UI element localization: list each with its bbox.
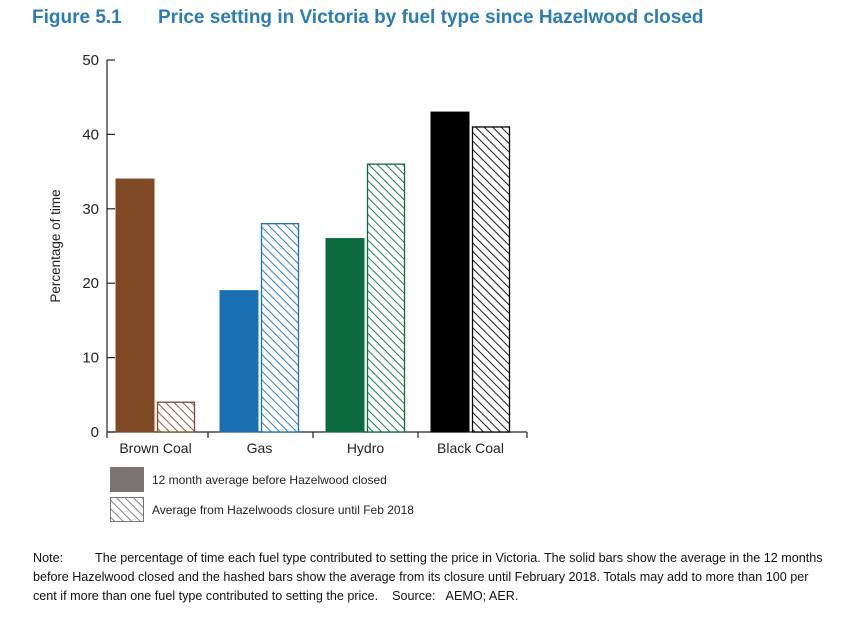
y-tick-label: 30 (82, 201, 99, 218)
y-tick-label: 0 (91, 424, 99, 441)
source-text: AEMO; AER. (445, 589, 519, 603)
bar-hydro-hatched (366, 163, 406, 433)
y-tick-label: 50 (82, 52, 99, 69)
legend-swatch-hatched (110, 497, 144, 522)
y-tick-label: 40 (82, 126, 99, 143)
figure-title-text: Price setting in Victoria by fuel type s… (158, 7, 704, 28)
figure-note: Note: The percentage of time each fuel ty… (33, 549, 833, 606)
y-tick-label: 20 (82, 275, 99, 292)
legend-swatch-solid (110, 467, 144, 492)
y-axis-label: Percentage of time (48, 189, 63, 302)
bar-brown-coal-solid (115, 178, 155, 433)
bar-gas-solid (219, 290, 259, 433)
y-tick-label: 10 (82, 350, 99, 367)
note-text: The percentage of time each fuel type co… (33, 551, 823, 603)
note-label: Note: (33, 551, 64, 565)
bar-hydro-solid (325, 238, 365, 433)
bar-black-coal-solid (430, 111, 470, 433)
x-tick-label: Black Coal (437, 440, 504, 456)
source-label: Source: (392, 589, 436, 603)
figure-number: Figure 5.1 (32, 7, 122, 28)
bar-black-coal-hatched (471, 126, 511, 433)
x-tick-label: Hydro (347, 440, 385, 456)
bar-chart: 0 10 20 30 40 50 Percentage of time Brown Coal G… (48, 52, 528, 522)
bar-brown-coal-hatched (156, 401, 196, 433)
x-tick-label: Brown Coal (119, 440, 191, 456)
figure-title: Figure 5.1 Price setting in Victoria by f… (32, 7, 704, 29)
legend-label: Average from Hazelwoods closure until Fe… (152, 503, 414, 517)
bar-gas-hatched (260, 223, 300, 433)
x-tick-label: Gas (247, 440, 273, 456)
legend-label: 12 month average before Hazelwood closed (152, 473, 387, 487)
